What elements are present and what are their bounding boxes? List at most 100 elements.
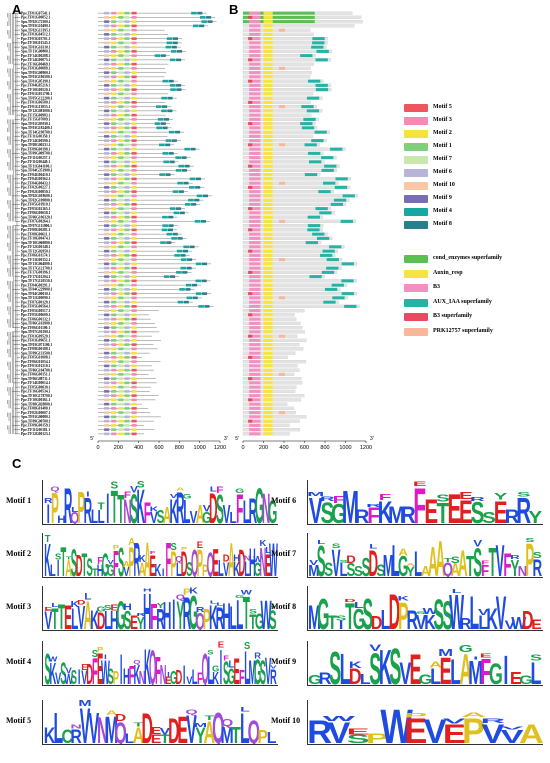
logo-residue: F bbox=[150, 595, 157, 630]
logo-residue: G bbox=[97, 606, 107, 614]
protein-body bbox=[242, 296, 348, 300]
gene-label: Ppe.TF04G00433.1 bbox=[21, 181, 51, 185]
logo-residue: I bbox=[86, 491, 90, 499]
motif-legend-swatch bbox=[404, 169, 428, 177]
motif-box bbox=[124, 41, 130, 45]
logo-residue: G bbox=[353, 603, 365, 630]
motif-legend-item: Motif 9 bbox=[404, 194, 550, 206]
motif-box bbox=[111, 275, 117, 278]
motif-box bbox=[104, 84, 110, 87]
motif-box bbox=[111, 96, 117, 100]
gene-label: Spu.TF05G00900.1 bbox=[21, 71, 51, 75]
motif-box bbox=[185, 288, 191, 291]
logo-residue: L bbox=[125, 732, 135, 744]
motif-box bbox=[104, 194, 110, 198]
motif-box bbox=[157, 118, 164, 121]
logo-residue: V bbox=[203, 505, 211, 514]
domain-box bbox=[263, 156, 273, 160]
gene-label: Ppe.TF09G00159.1 bbox=[21, 424, 51, 428]
logo-residue: P bbox=[170, 543, 176, 577]
logo-residue: P bbox=[202, 561, 208, 577]
motif-box bbox=[118, 84, 124, 87]
protein-body bbox=[242, 113, 312, 117]
motif-box bbox=[131, 24, 137, 28]
domain-box bbox=[249, 92, 261, 96]
motif-box bbox=[124, 75, 130, 79]
logo-residue: P bbox=[203, 603, 211, 630]
motif-box bbox=[118, 139, 124, 142]
domain-box bbox=[263, 109, 273, 113]
logo-residue: T bbox=[92, 567, 98, 577]
motif-box bbox=[111, 33, 117, 36]
domain-box bbox=[249, 304, 261, 308]
domain-box bbox=[263, 394, 273, 398]
gene-label: Spu.TF14G190700.1 bbox=[21, 130, 53, 134]
motif-box bbox=[118, 377, 124, 380]
logo-residue: G bbox=[254, 654, 261, 685]
motif-legend-swatch bbox=[404, 221, 428, 229]
motif-box bbox=[124, 326, 130, 329]
logo-residue: S bbox=[530, 653, 542, 663]
domain-box bbox=[249, 219, 261, 223]
logo-residue: L bbox=[104, 607, 111, 630]
domain-box bbox=[249, 156, 261, 160]
logo-residue: P bbox=[181, 546, 187, 551]
motif-box bbox=[124, 415, 130, 419]
motif-box bbox=[118, 181, 124, 185]
motif-box bbox=[118, 143, 124, 147]
logo-residue: V bbox=[473, 539, 482, 549]
motif-box bbox=[124, 37, 130, 40]
domain-box bbox=[263, 105, 273, 109]
domain-box bbox=[263, 20, 273, 24]
domain-box bbox=[263, 317, 273, 321]
motif-box bbox=[124, 113, 130, 117]
domain-box bbox=[263, 219, 273, 223]
motif-box bbox=[118, 428, 124, 431]
logo-motif-label: Motif 7 bbox=[271, 549, 297, 558]
logo-residue: G bbox=[212, 664, 219, 674]
logo-residue: I bbox=[473, 656, 478, 661]
motif-box bbox=[124, 377, 130, 380]
motif-box bbox=[163, 275, 170, 278]
motif-box bbox=[162, 105, 168, 108]
motif-box bbox=[169, 58, 176, 62]
motif-box bbox=[195, 279, 202, 283]
logo-residue: S bbox=[517, 491, 531, 498]
logo-residue: S bbox=[525, 538, 534, 543]
logo-residue: A bbox=[459, 646, 472, 685]
logo-residue: A bbox=[228, 534, 235, 577]
gene-label: Spu.TF01G00080.1 bbox=[21, 415, 51, 419]
motif-box bbox=[195, 186, 201, 189]
domain-box bbox=[278, 334, 286, 338]
panel-label-b: B bbox=[229, 2, 239, 17]
protein-body bbox=[242, 300, 339, 304]
motif-box bbox=[131, 347, 137, 351]
motif-box bbox=[104, 109, 110, 113]
logo-residue: E bbox=[151, 725, 162, 736]
motif-box bbox=[124, 402, 130, 406]
logo-residue: W bbox=[48, 655, 58, 664]
motif-box bbox=[118, 75, 124, 79]
logo-residue: M bbox=[308, 598, 321, 630]
gene-label: Spu.TF02G018600.1 bbox=[21, 194, 53, 198]
logo-residue: G bbox=[255, 480, 264, 524]
motif-box bbox=[124, 262, 130, 266]
motif-box bbox=[176, 84, 182, 87]
logo-residue: G bbox=[228, 663, 235, 685]
logo-residue: V bbox=[108, 559, 114, 565]
motif-box bbox=[111, 211, 117, 215]
domain-legend-item: cond_enzymes superfamily bbox=[404, 254, 550, 266]
domain-box bbox=[263, 54, 273, 58]
motif-box bbox=[111, 198, 117, 202]
domain-box bbox=[322, 249, 335, 253]
logo-residue: I bbox=[183, 661, 186, 685]
motif-box bbox=[104, 105, 110, 108]
motif-box bbox=[118, 334, 124, 338]
motif-box bbox=[111, 381, 117, 385]
domain-box bbox=[263, 266, 273, 270]
motif-box bbox=[124, 177, 130, 181]
logo-residue: E bbox=[404, 713, 427, 744]
logo-residue: T bbox=[437, 498, 450, 524]
motif-box bbox=[118, 173, 124, 176]
logo-residue: V bbox=[223, 501, 231, 524]
